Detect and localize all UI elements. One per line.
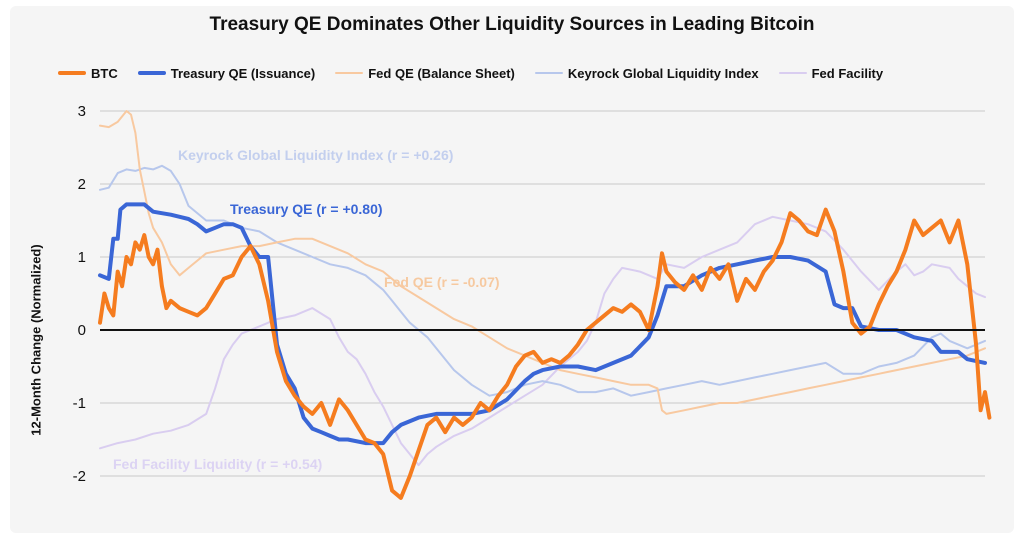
annotation-treasury: Treasury QE (r = +0.80) [230,201,383,217]
y-tick-label: 3 [78,103,86,120]
legend-label-btc: BTC [91,65,118,81]
legend-swatch-btc [58,71,86,75]
legend-item-keyrock: Keyrock Global Liquidity Index [534,65,759,81]
legend-item-btc: BTC [58,66,118,81]
legend-swatch-fed-qe [335,72,364,74]
annotation-facility: Fed Facility Liquidity (r = +0.54) [113,456,322,472]
series-annotations: Keyrock Global Liquidity Index (r = +0.2… [113,147,500,472]
series-line-keyrock [99,164,986,397]
series-line-facility [99,215,986,467]
legend-item-treasury: Treasury QE (Issuance) [137,65,316,81]
y-tick-label: 0 [78,322,86,339]
chart-title: Treasury QE Dominates Other Liquidity So… [209,14,815,35]
chart-frame [10,6,1014,533]
series-line-treasury [98,202,987,446]
y-tick-label: -1 [73,395,86,412]
legend-label-keyrock: Keyrock Global Liquidity Index [567,65,759,81]
series-lines [98,110,992,500]
series-line-btc [98,207,992,500]
annotation-fedqe: Fed QE (r = -0.07) [384,274,500,290]
annotation-keyrock: Keyrock Global Liquidity Index (r = +0.2… [178,147,453,163]
chart-legend: BTC Treasury QE (Issuance) Fed QE (Balan… [58,63,998,83]
grid-lines [100,110,985,477]
legend-label-fed-facility: Fed Facility [811,65,884,81]
legend-label-fed-qe: Fed QE (Balance Sheet) [368,65,515,81]
legend-item-fed-qe: Fed QE (Balance Sheet) [335,66,515,81]
legend-swatch-fed-facility [778,72,807,74]
legend-label-treasury: Treasury QE (Issuance) [170,65,316,81]
y-tick-label: 1 [78,249,86,266]
legend-swatch-keyrock [534,72,563,74]
y-tick-labels: -2 -1 0 1 2 3 [73,103,86,485]
legend-item-fed-facility: Fed Facility [778,65,884,81]
y-tick-label: 2 [78,176,86,193]
y-tick-label: -2 [73,468,86,485]
legend-swatch-treasury [137,71,166,75]
series-line-fedqe [99,110,986,415]
